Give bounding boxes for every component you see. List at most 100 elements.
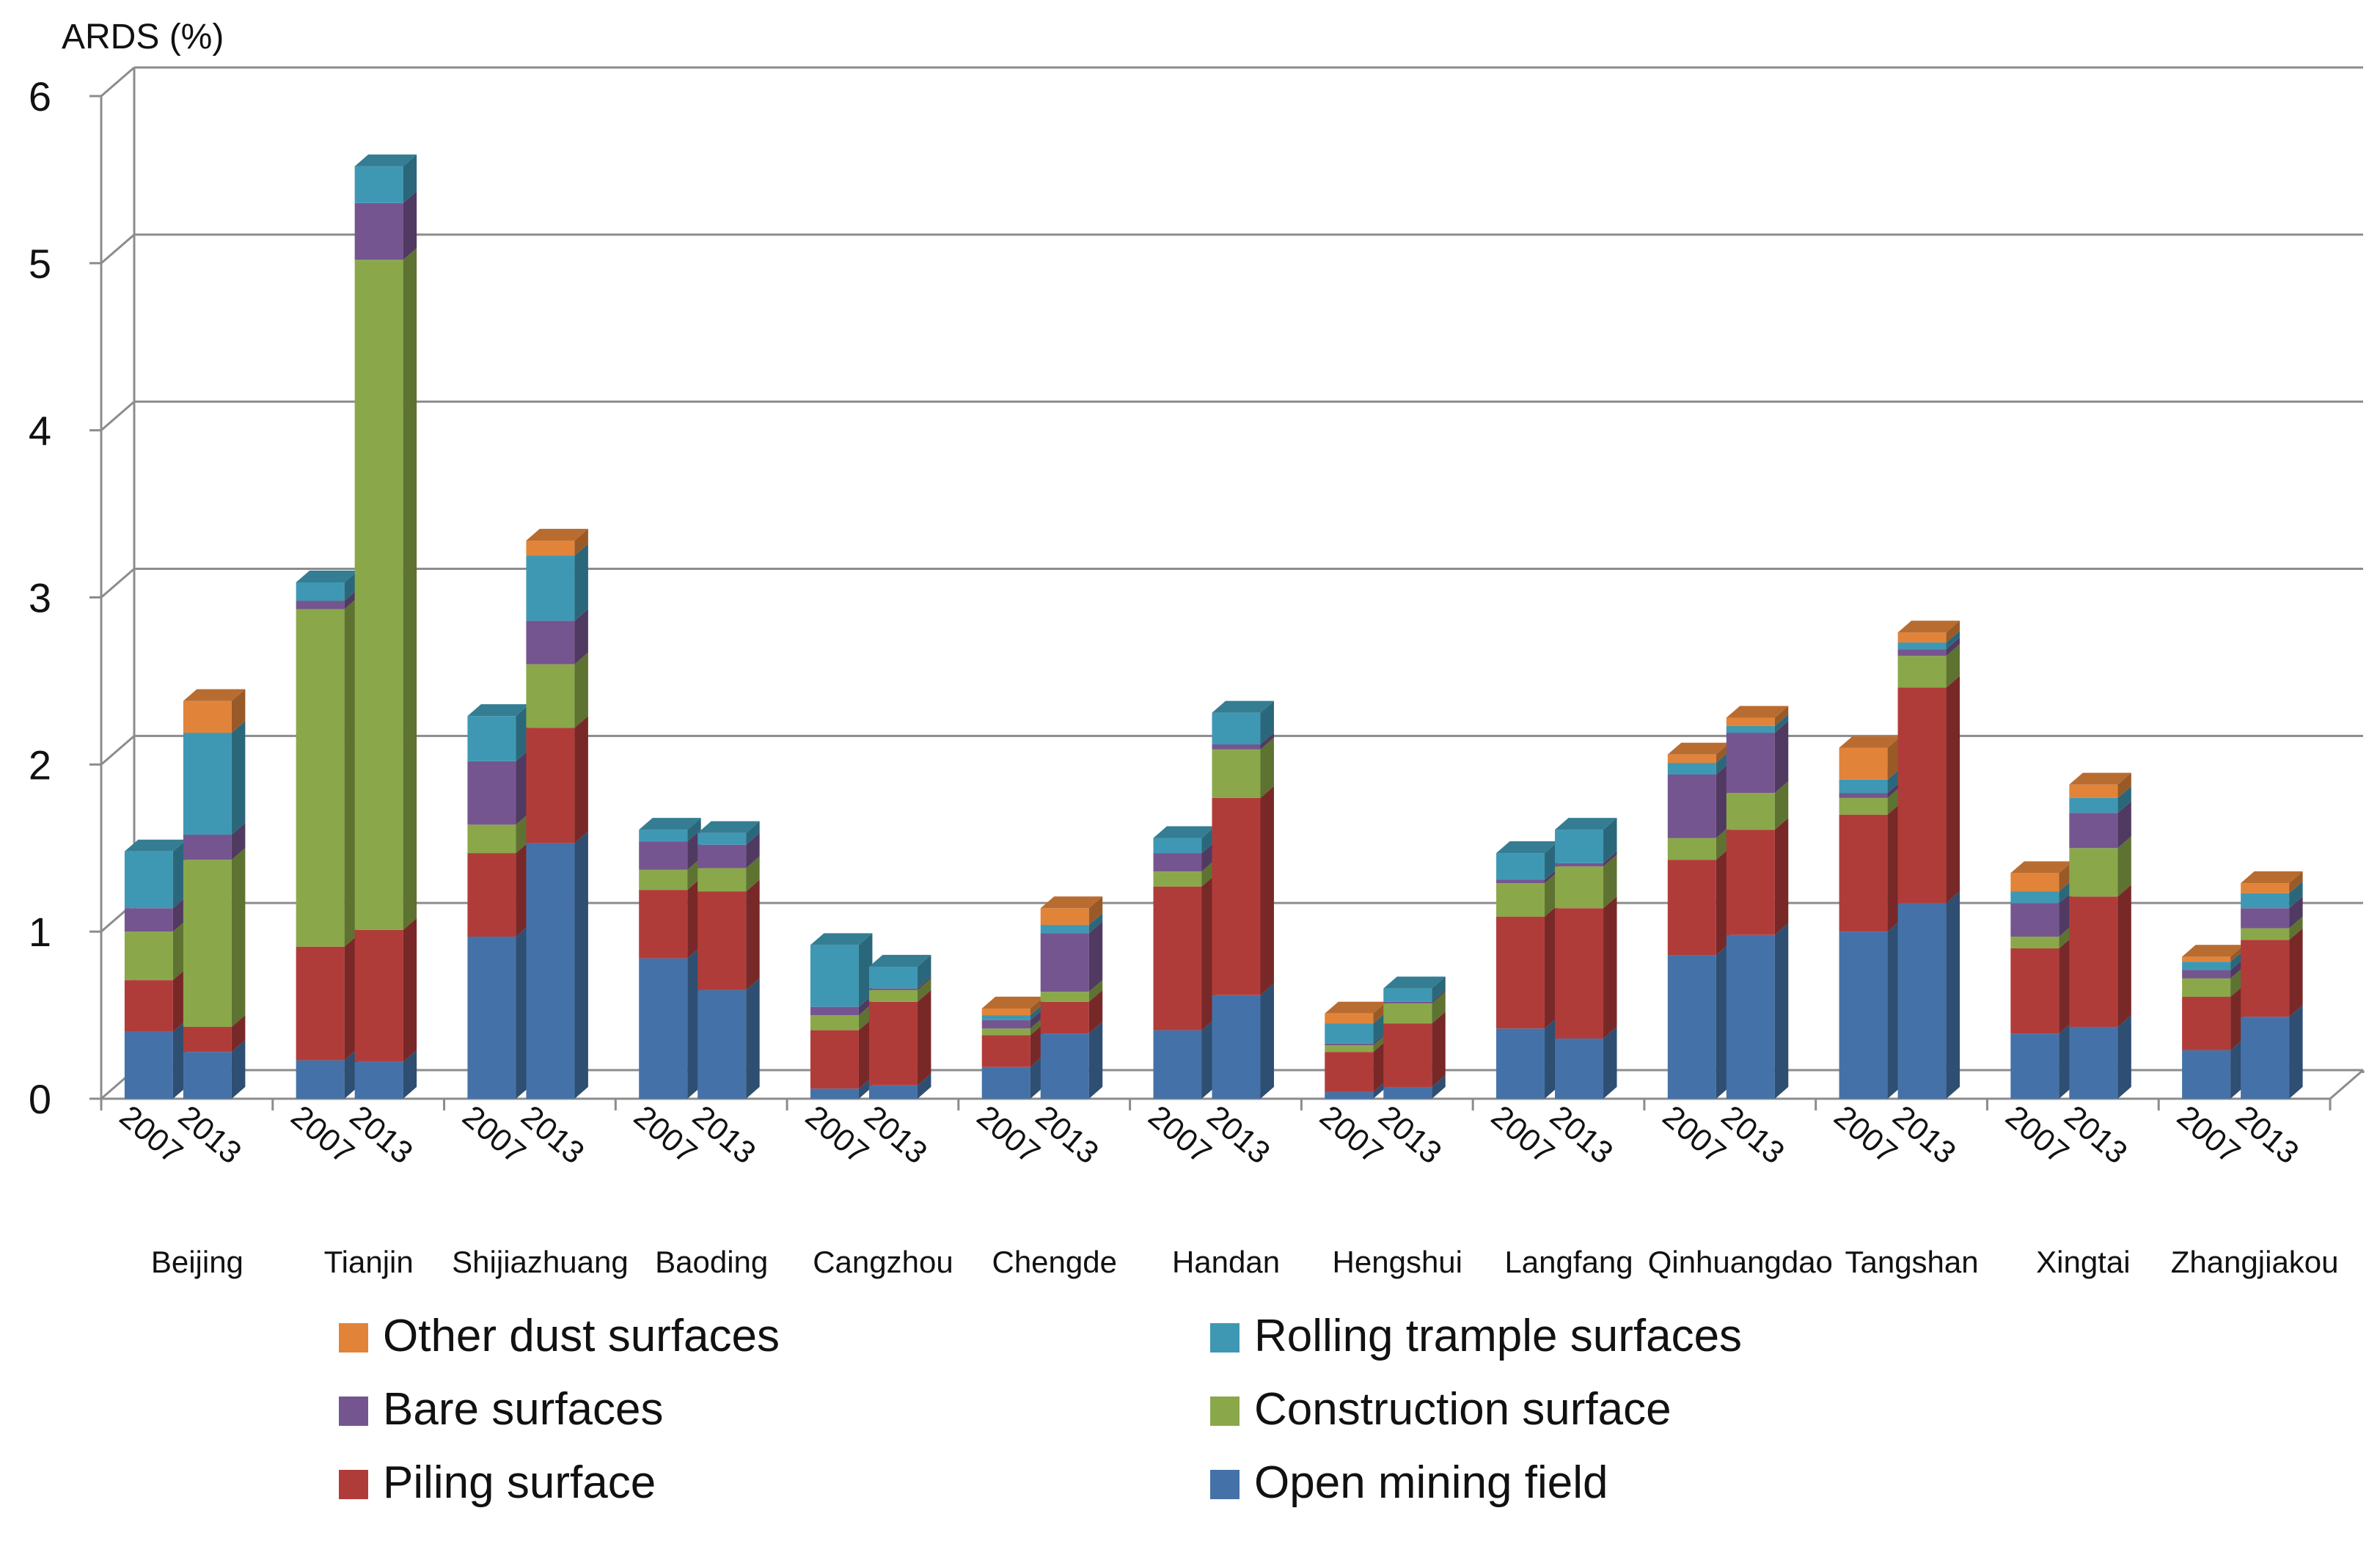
bar-segment — [1040, 989, 1103, 1034]
bar-face — [2182, 997, 2231, 1050]
bar-face — [981, 1028, 1030, 1036]
bar-face — [2010, 937, 2059, 948]
bar-face — [2069, 848, 2118, 897]
bar-side — [1030, 996, 1044, 1016]
bar-face — [1667, 775, 1716, 838]
bar-segment — [2069, 1014, 2131, 1099]
y-tick-label: 5 — [29, 241, 51, 287]
year-label: 2013 — [343, 1099, 420, 1171]
bar-side — [172, 920, 187, 981]
bar-side — [1260, 737, 1274, 798]
bar-segment — [1897, 621, 1960, 643]
bar-side — [1774, 714, 1789, 733]
bar-side — [2059, 891, 2073, 937]
bar-segment — [1555, 818, 1617, 863]
bar-side — [746, 821, 760, 845]
bar-side — [2117, 786, 2131, 813]
bar-face — [2241, 928, 2290, 940]
bar-side — [344, 570, 359, 601]
bar-face — [124, 851, 173, 909]
bar-segment — [1839, 802, 1902, 932]
bar-segment — [810, 1018, 873, 1089]
legend-item: Bare surfaces — [339, 1384, 664, 1435]
bar-face — [1153, 871, 1202, 887]
bar-segment — [2010, 861, 2073, 892]
legend-label: Construction surface — [1254, 1384, 1672, 1435]
bar-face — [183, 1052, 232, 1099]
bar-segment — [1555, 896, 1617, 1039]
year-label: 2013 — [1543, 1099, 1619, 1171]
bar-face — [183, 835, 232, 860]
bar-side — [1432, 989, 1446, 1004]
bar-face — [1040, 933, 1089, 992]
legend-swatch — [339, 1397, 368, 1426]
bar-segment — [1325, 1033, 1387, 1053]
bar-side — [858, 1003, 873, 1031]
legend-label: Bare surfaces — [383, 1384, 664, 1435]
bar-segment — [296, 1048, 359, 1099]
bar-face — [639, 958, 688, 1099]
bar-segment — [1212, 700, 1274, 744]
year-label: 2007 — [1999, 1099, 2075, 1171]
bar-face — [2010, 1033, 2059, 1099]
bar-face — [868, 1085, 918, 1099]
bar-face — [296, 601, 345, 610]
bar-segment — [124, 896, 187, 932]
bar-segment — [1212, 786, 1274, 995]
bar-side — [1716, 942, 1730, 1099]
bar-segment — [1839, 767, 1902, 794]
bar-segment — [2010, 936, 2073, 1034]
bar-segment — [697, 856, 760, 892]
bar-segment — [296, 588, 359, 610]
year-label: 2007 — [627, 1099, 703, 1171]
bar-side — [917, 954, 931, 989]
legend-label: Rolling trample surfaces — [1254, 1311, 1742, 1361]
bar-side — [231, 1014, 246, 1053]
bar-side — [2059, 861, 2073, 892]
bar-face — [296, 609, 345, 947]
bar-face — [1897, 903, 1947, 1099]
bar-top — [124, 839, 187, 852]
bar-face — [2241, 883, 2290, 893]
bar-face — [526, 664, 575, 728]
y-axis-title: ARDS (%) — [62, 18, 224, 56]
bar-top — [354, 154, 417, 166]
bar-side — [1887, 736, 1902, 780]
bar-face — [1040, 992, 1089, 1002]
bar-segment — [1153, 826, 1215, 854]
bar-top — [1496, 841, 1559, 854]
bar-segment — [2010, 879, 2073, 904]
bar-segment — [1555, 1026, 1617, 1099]
bar-top — [1325, 1001, 1387, 1014]
bar-face — [526, 621, 575, 665]
bar-side — [1716, 826, 1730, 860]
bar-face — [467, 853, 516, 937]
bar-segment — [810, 1003, 873, 1031]
bar-top — [526, 528, 588, 541]
bar-face — [2182, 978, 2231, 998]
bar-side — [1887, 802, 1902, 932]
bar-face — [868, 967, 918, 989]
bar-side — [574, 716, 588, 843]
bar-face — [981, 1008, 1030, 1016]
year-label: 2013 — [1372, 1099, 1448, 1171]
bar-side — [1946, 676, 1960, 904]
bar-segment — [1040, 980, 1103, 1002]
bar-side — [1088, 921, 1103, 992]
bar-side — [917, 976, 931, 990]
bar-segment — [1153, 841, 1215, 872]
bar-face — [1383, 1001, 1432, 1004]
bar-segment — [1726, 780, 1789, 830]
bar-side — [2289, 928, 2303, 1017]
bar-segment — [868, 1073, 931, 1099]
category-label: Chengde — [992, 1245, 1116, 1279]
bar-segment — [2069, 772, 2131, 798]
year-label: 2013 — [172, 1099, 248, 1171]
bar-side — [917, 978, 931, 1002]
bar-segment — [1667, 848, 1730, 956]
bar-face — [1383, 988, 1432, 1002]
bar-face — [296, 946, 345, 1061]
bar-side — [2117, 885, 2131, 1028]
bar-segment — [1496, 868, 1559, 884]
bar-segment — [1667, 742, 1730, 764]
